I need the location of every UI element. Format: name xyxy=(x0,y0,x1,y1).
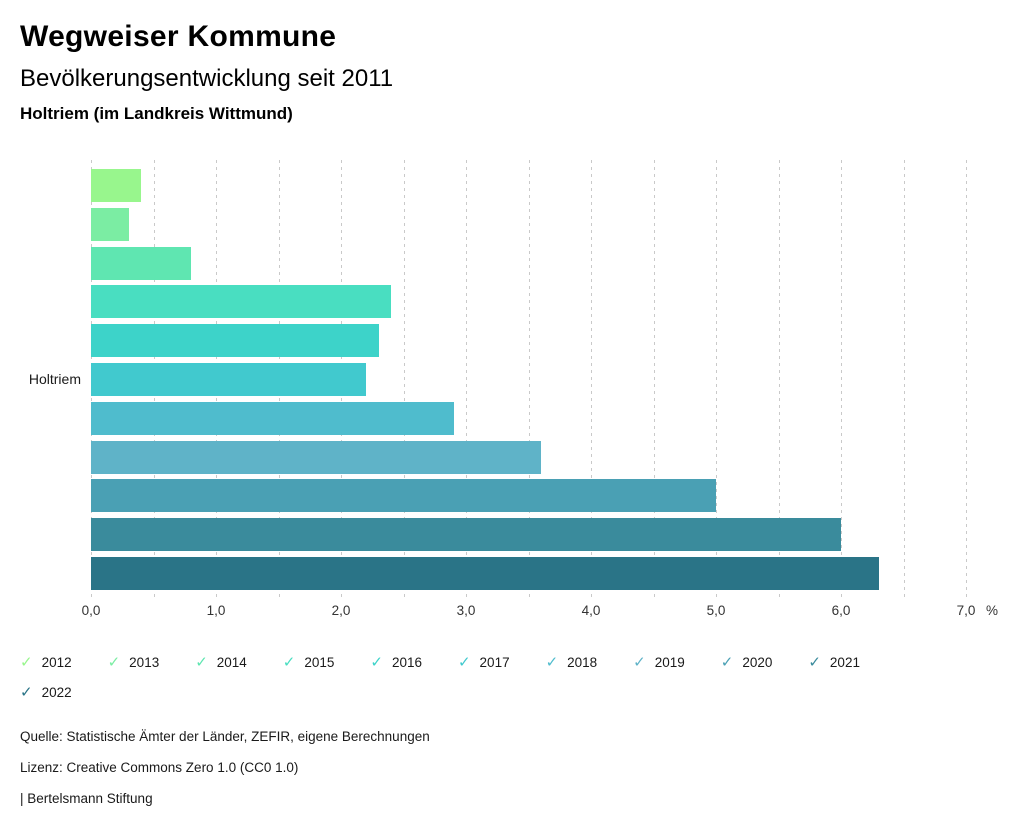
attribution-note: | Bertelsmann Stiftung xyxy=(20,791,153,806)
bar-2018[interactable] xyxy=(91,401,454,435)
bar-2015[interactable] xyxy=(91,285,391,319)
check-icon: ✓ xyxy=(107,654,121,671)
bar-2016[interactable] xyxy=(91,324,379,358)
x-tick-label: 4,0 xyxy=(581,603,601,618)
bar-2013[interactable] xyxy=(91,207,129,241)
plot-area xyxy=(91,160,967,598)
check-icon: ✓ xyxy=(20,654,33,671)
bar-2021[interactable] xyxy=(91,518,841,552)
gridline xyxy=(903,160,905,598)
check-icon: ✓ xyxy=(545,654,559,671)
legend-item-label: 2014 xyxy=(216,655,247,670)
legend-item-2017[interactable]: ✓ 2017 xyxy=(458,655,546,670)
bar-2020[interactable] xyxy=(91,479,716,513)
legend-item-label: 2017 xyxy=(479,655,510,670)
legend-item-label: 2021 xyxy=(829,655,860,670)
gridline xyxy=(841,160,842,598)
legend-item-label: 2015 xyxy=(304,655,335,670)
check-icon: ✓ xyxy=(808,654,821,671)
legend-item-2019[interactable]: ✓ 2019 xyxy=(633,655,721,670)
check-icon: ✓ xyxy=(720,654,734,671)
check-icon: ✓ xyxy=(457,654,471,671)
legend-item-2012[interactable]: ✓ 2012 xyxy=(20,655,108,670)
gridline xyxy=(778,160,780,598)
gridline xyxy=(403,160,405,598)
gridline xyxy=(966,160,967,598)
x-tick-label: 3,0 xyxy=(456,603,476,618)
legend-item-label: 2018 xyxy=(567,655,598,670)
gridline xyxy=(653,160,655,598)
bar-2019[interactable] xyxy=(91,440,541,474)
x-tick-label: 7,0 xyxy=(956,603,976,618)
bar-2017[interactable] xyxy=(91,363,366,396)
license-note: Lizenz: Creative Commons Zero 1.0 (CC0 1… xyxy=(20,760,299,775)
category-label: Holtriem xyxy=(28,371,81,387)
page-title: Wegweiser Kommune xyxy=(20,20,337,53)
gridline xyxy=(466,160,467,598)
x-axis: 0,0 1,0 2,0 3,0 4,0 5,0 6,0 7,0 xyxy=(82,603,976,619)
check-icon: ✓ xyxy=(282,654,296,671)
x-tick-label: 2,0 xyxy=(331,603,351,618)
check-icon: ✓ xyxy=(20,684,33,701)
legend-item-2018[interactable]: ✓ 2018 xyxy=(546,655,634,670)
bar-2012[interactable] xyxy=(91,169,141,202)
legend-item-2022[interactable]: ✓ 2022 xyxy=(20,685,108,700)
legend-item-2020[interactable]: ✓ 2020 xyxy=(721,655,809,670)
check-icon: ✓ xyxy=(370,654,383,671)
legend-item-2013[interactable]: ✓ 2013 xyxy=(108,655,196,670)
legend-item-label: 2020 xyxy=(742,655,773,670)
legend-item-2021[interactable]: ✓ 2021 xyxy=(808,655,896,670)
gridline xyxy=(716,160,717,598)
gridline xyxy=(528,160,530,598)
bar-2014[interactable] xyxy=(91,246,191,280)
x-tick-label: 6,0 xyxy=(831,603,851,618)
legend-item-2016[interactable]: ✓ 2016 xyxy=(370,655,458,670)
check-icon: ✓ xyxy=(195,654,208,671)
chart-title: Bevölkerungsentwicklung seit 2011 xyxy=(20,65,394,92)
legend-item-label: 2019 xyxy=(654,655,685,670)
legend-item-label: 2016 xyxy=(391,655,422,670)
location-subtitle: Holtriem (im Landkreis Wittmund) xyxy=(20,104,293,123)
bar-2022[interactable] xyxy=(91,557,879,590)
x-tick-label: 1,0 xyxy=(206,603,226,618)
x-axis-unit-label: % xyxy=(986,603,999,618)
legend-item-label: 2013 xyxy=(129,655,160,670)
gridline xyxy=(591,160,592,598)
legend-item-label: 2012 xyxy=(41,655,72,670)
x-tick-label: 0,0 xyxy=(81,603,101,618)
chart-legend: ✓ 2012 ✓ 2013 ✓ 2014 ✓ 2015 ✓ 2016 ✓ 2017 ✓ 2018 ✓ 2019… xyxy=(20,655,920,700)
legend-item-label: 2022 xyxy=(41,685,72,700)
legend-item-2014[interactable]: ✓ 2014 xyxy=(195,655,283,670)
source-note: Quelle: Statistische Ämter der Länder, Z… xyxy=(20,729,430,744)
x-tick-label: 5,0 xyxy=(706,603,726,618)
legend-item-2015[interactable]: ✓ 2015 xyxy=(283,655,371,670)
check-icon: ✓ xyxy=(633,654,646,671)
